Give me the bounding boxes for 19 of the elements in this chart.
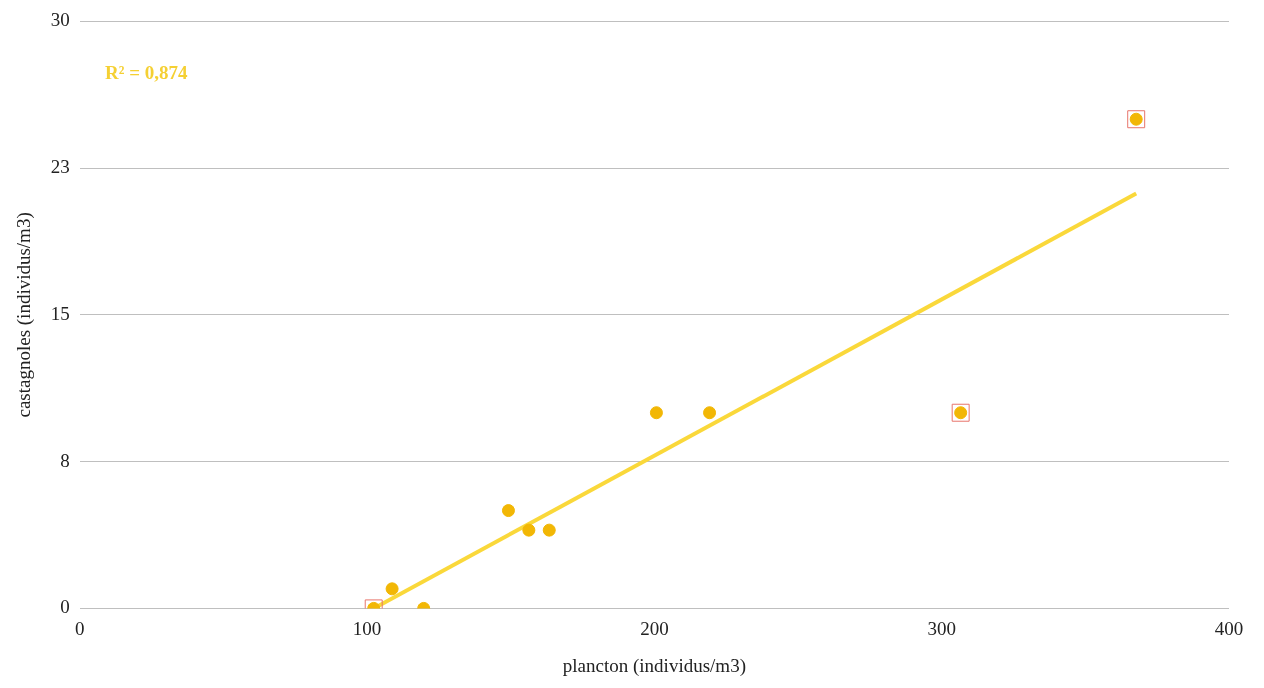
- x-tick-label: 200: [640, 617, 669, 639]
- y-tick-label: 30: [50, 9, 70, 31]
- point: [649, 406, 663, 420]
- point: [703, 406, 717, 420]
- point: [501, 504, 515, 518]
- x-tick-label: 400: [1214, 617, 1244, 639]
- annotation: R² = 0,874: [105, 62, 188, 84]
- y-axis-title: castagnoles (individus/m3): [13, 212, 36, 418]
- y-tick-label: 8: [60, 449, 70, 471]
- x-tick-label: 0: [75, 617, 85, 639]
- y-tick-label: 15: [50, 302, 70, 324]
- y-tick-label: 23: [50, 156, 70, 178]
- point: [522, 523, 536, 537]
- point: [385, 582, 399, 596]
- x-tick-label: 100: [352, 617, 382, 639]
- point: [542, 523, 556, 537]
- x-tick-label: 300: [927, 617, 956, 639]
- x-axis-title: plancton (individus/m3): [562, 654, 746, 677]
- y-tick-label: 0: [60, 596, 70, 618]
